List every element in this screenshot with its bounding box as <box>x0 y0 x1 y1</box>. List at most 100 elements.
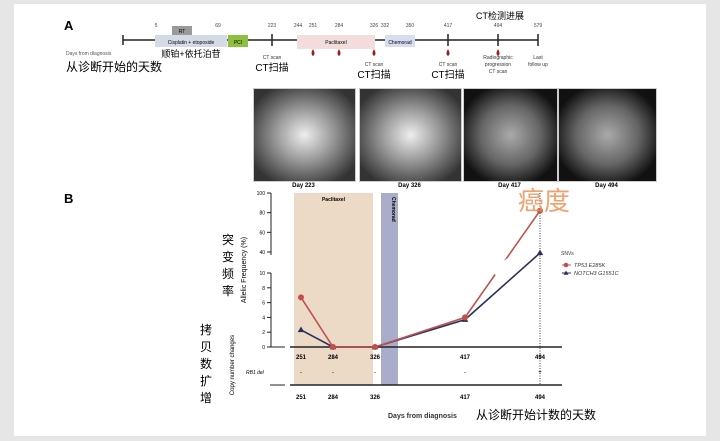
x-axis-label: Days from diagnosis <box>388 413 457 420</box>
y-tick-label: 8 <box>262 286 265 292</box>
last-followup-1: Last <box>533 55 543 61</box>
y-axis-label: Allelic Frequency (%) <box>241 237 248 303</box>
timeline-tick-label: 332 <box>381 23 390 29</box>
legend-label: NOTCH3 G1551C <box>574 271 619 277</box>
pci-bar <box>228 35 248 47</box>
timeline-tick-label: 417 <box>444 23 453 29</box>
data-point-notch3 <box>536 249 544 256</box>
shaded-label: Chemorad <box>390 197 396 222</box>
timeline-tick-label: 251 <box>309 23 318 29</box>
cisplatin-label-cn: 顺铂+依托泊苷 <box>161 48 220 59</box>
ct-image-day-223 <box>253 88 356 182</box>
data-point-notch3 <box>297 326 305 333</box>
cnv-value: + <box>538 370 542 376</box>
cnv-value: - <box>300 370 302 376</box>
rt-bar <box>172 26 192 35</box>
timeline-tick-label: 579 <box>534 23 543 29</box>
y-tick-label: 60 <box>259 230 265 236</box>
ct-caption-494: Day 494 <box>595 183 618 189</box>
x-tick-label: 284 <box>328 355 339 361</box>
cisplatin-bar <box>155 35 227 47</box>
ct-image-day-326 <box>359 88 462 182</box>
ct-caption-223: Day 223 <box>292 183 315 189</box>
x-tick-label-bottom: 326 <box>370 395 381 401</box>
blood-draw-icon <box>496 49 500 56</box>
x-tick-label: 251 <box>296 355 307 361</box>
panel-a-label: A <box>64 18 74 33</box>
timeline-tick-label: 350 <box>406 23 415 29</box>
x-tick-label-bottom: 284 <box>328 395 339 401</box>
chemorad-label: Chemorad <box>388 40 412 46</box>
panel-b-label: B <box>64 191 73 206</box>
watermark: 癌度 <box>518 186 570 216</box>
progression-label-1: Radiographic <box>483 55 513 61</box>
paclitaxel-bar <box>297 35 375 49</box>
legend-title: SNVs <box>561 251 574 257</box>
x-axis-label-cn: 从诊断开始计数的天数 <box>476 407 596 422</box>
timeline-tick-label: 284 <box>335 23 344 29</box>
x-tick-label-bottom: 494 <box>535 395 546 401</box>
y-tick-label: 4 <box>262 315 265 321</box>
days-axis-label: Days from diagnosis <box>66 51 112 57</box>
cnv-row-label: RB1 del <box>246 370 265 376</box>
y-tick-label: 0 <box>262 345 265 351</box>
timeline-tick-label: 326 <box>370 23 379 29</box>
ct-caption-326: Day 326 <box>398 183 421 189</box>
progression-label-2: progression <box>485 62 511 68</box>
data-point-tp53 <box>330 344 336 350</box>
ct-caption-417: Day 417 <box>498 183 521 189</box>
timeline-tick-label: 223 <box>268 23 277 29</box>
cnv-axis-label: Copy number changes <box>230 335 236 395</box>
ct-image-day-417 <box>463 88 558 182</box>
progression-label-3: CT scan <box>489 69 508 75</box>
cisplatin-label: Cisplatin + etoposide <box>168 40 215 46</box>
x-tick-label-bottom: 417 <box>460 395 471 401</box>
cnv-value: - <box>332 370 334 376</box>
y-tick-label: 6 <box>262 301 265 307</box>
rt-label: RT <box>179 29 186 35</box>
line-gap <box>491 256 517 280</box>
cnv-value: - <box>374 370 376 376</box>
y-tick-label: 100 <box>257 191 266 197</box>
y-tick-label: 2 <box>262 330 265 336</box>
x-tick-label: 326 <box>370 355 381 361</box>
ct-image-day-494 <box>558 88 657 182</box>
timeline-tick-label: 494 <box>494 23 503 29</box>
blood-draw-icon <box>311 49 315 56</box>
timeline-tick-label: 244 <box>294 23 303 29</box>
ct-326-label: CT scan <box>365 62 384 68</box>
paclitaxel-label: Paclitaxel <box>325 40 346 46</box>
blood-draw-icon <box>337 49 341 56</box>
last-followup-2: follow up <box>528 62 548 68</box>
y-tick-label: 40 <box>259 250 265 256</box>
ct-223-label-cn: CT扫描 <box>255 61 288 74</box>
timeline-tick-label: 5 <box>155 23 158 29</box>
ct-223-label: CT scan <box>263 55 282 61</box>
shaded-label: Paclitaxel <box>322 197 346 203</box>
data-point-tp53 <box>462 314 468 321</box>
x-tick-label: 494 <box>535 355 546 361</box>
x-tick-label: 417 <box>460 355 471 361</box>
ct-417-label: CT scan <box>439 62 458 68</box>
cnv-label-cn: 拷贝数扩增 <box>200 323 213 405</box>
legend-marker <box>563 262 569 268</box>
y-tick-label: 10 <box>259 271 265 277</box>
blood-draw-icon <box>372 49 376 56</box>
y-tick-label: 80 <box>259 211 265 217</box>
pci-label: PCI <box>234 40 242 46</box>
progression-label-cn: CT检测进展 <box>476 10 524 21</box>
legend-label: TP53 E285K <box>574 263 606 269</box>
shaded-chemorad <box>381 193 398 385</box>
x-tick-label-bottom: 251 <box>296 395 307 401</box>
blood-draw-icon <box>446 49 450 56</box>
days-axis-label-cn: 从诊断开始的天数 <box>66 59 162 74</box>
chemorad-bar <box>385 35 415 47</box>
data-point-tp53 <box>298 294 304 301</box>
ct-326-label-cn: CT扫描 <box>357 68 390 81</box>
cnv-value: - <box>464 370 466 376</box>
data-point-tp53 <box>537 207 543 214</box>
timeline-tick-label: 69 <box>215 23 221 29</box>
legend-marker <box>563 270 569 275</box>
ylabel-cn: 突变频率 <box>222 233 235 298</box>
